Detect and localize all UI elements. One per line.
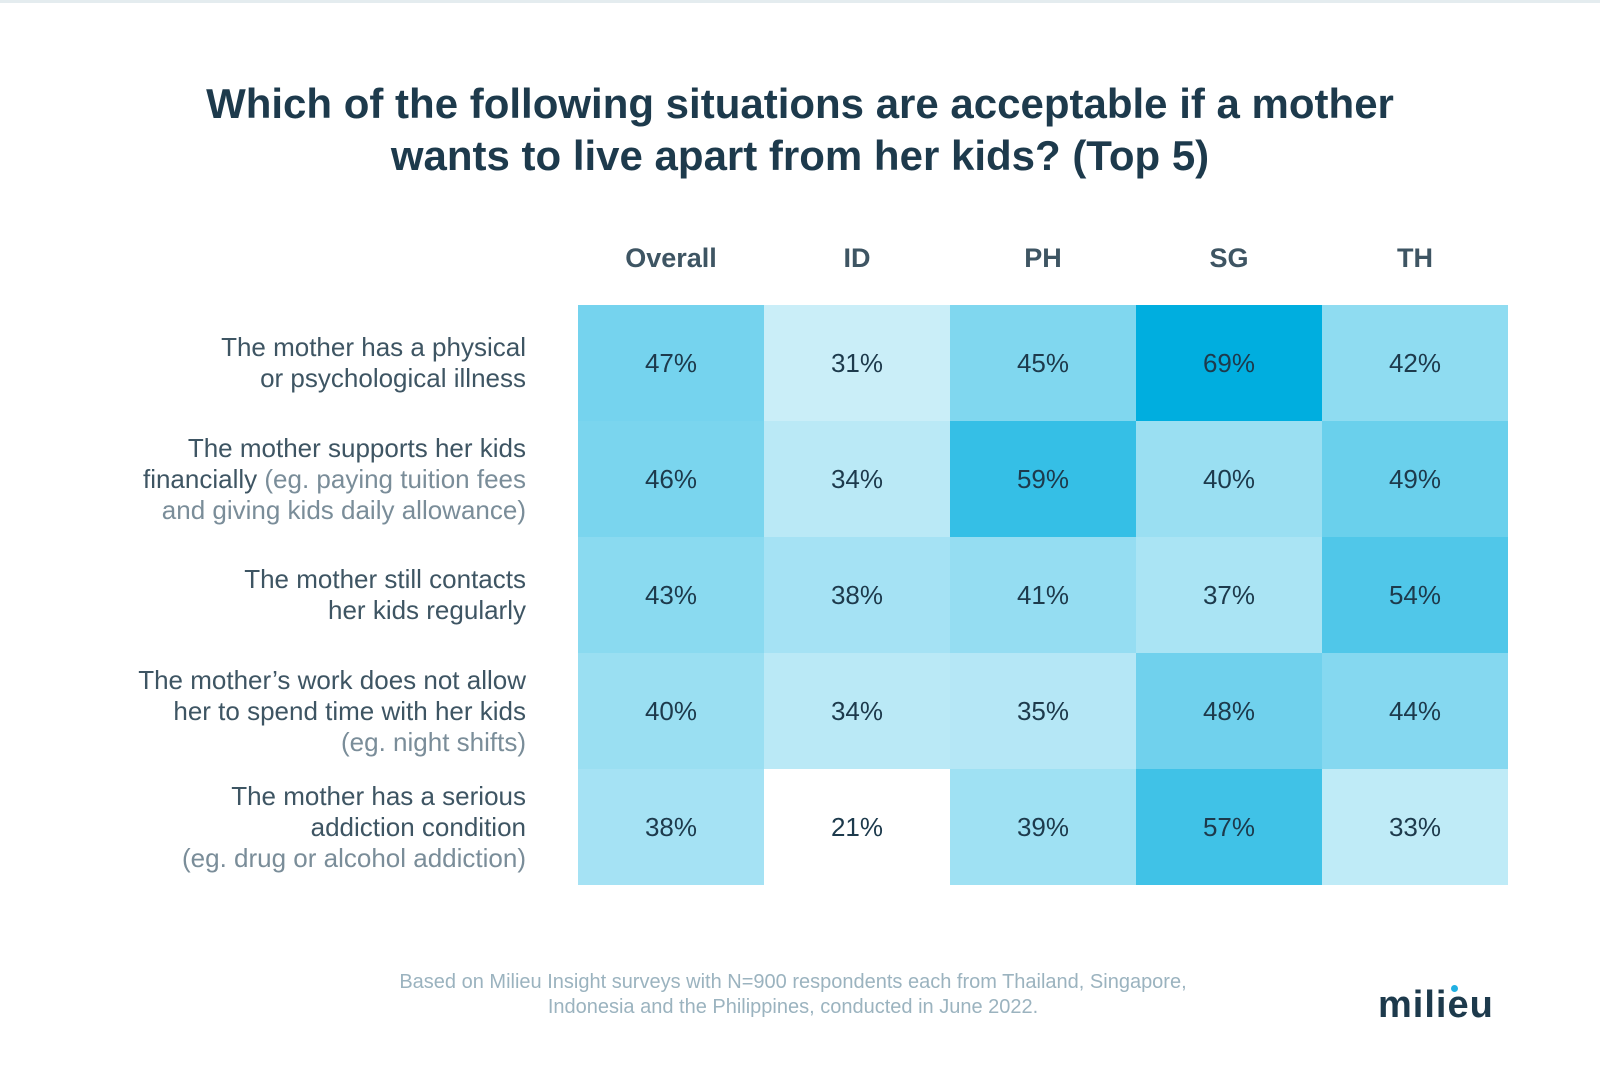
column-header-sg: SG: [1209, 243, 1249, 273]
column-header-ph: PH: [1024, 243, 1062, 273]
heatmap-cell-overall-row-1: 47%: [578, 305, 764, 421]
column-header-overall: Overall: [625, 243, 717, 273]
chart-title-line-1: Which of the following situations are ac…: [206, 80, 1394, 127]
row-label-sub-line: and giving kids daily allowance): [161, 494, 526, 525]
heatmap-cell-ph-row-4: 35%: [950, 653, 1136, 769]
heatmap-cell-overall-row-2: 46%: [578, 421, 764, 537]
row-label-main-line: or psychological illness: [260, 363, 526, 393]
heatmap-cell-sg-row-3: 37%: [1136, 537, 1322, 653]
heatmap-cell-overall-row-4: 40%: [578, 653, 764, 769]
row-label-sub-fragment: (eg. paying tuition fees: [264, 463, 526, 494]
heatmap-cell-th-row-4: 44%: [1322, 653, 1508, 769]
column-header-id: ID: [843, 243, 871, 273]
heatmap-cell-ph-row-5: 39%: [950, 769, 1136, 885]
heatmap-cell-id-row-5: 21%: [764, 769, 950, 885]
heatmap-cell-sg-row-5: 57%: [1136, 769, 1322, 885]
heatmap-cell-overall-row-3: 43%: [578, 537, 764, 653]
row-label-3: The mother still contacts her kids regula…: [60, 537, 526, 653]
footnote-line-1: Based on Milieu Insight surveys with N=9…: [399, 971, 1187, 993]
heatmap-cell-th-row-1: 42%: [1322, 305, 1508, 421]
heatmap-cell-ph-row-2: 59%: [950, 421, 1136, 537]
row-label-main-fragment: financially: [142, 463, 258, 494]
row-label-main-line: The mother supports her kids: [187, 432, 526, 463]
logo-dot-icon: [1451, 985, 1458, 992]
row-label-main-line: The mother still contacts: [244, 564, 526, 594]
row-label-5: The mother has a serious addiction condit…: [60, 769, 526, 885]
top-rule: [0, 0, 1600, 3]
heatmap-cell-th-row-5: 33%: [1322, 769, 1508, 885]
footnote: Based on Milieu Insight surveys with N=9…: [300, 970, 1286, 1020]
heatmap-cell-th-row-3: 54%: [1322, 537, 1508, 653]
row-label-main-line: The mother has a serious: [231, 780, 526, 811]
heatmap-cell-sg-row-2: 40%: [1136, 421, 1322, 537]
row-label-4: The mother’s work does not allow her to s…: [60, 653, 526, 769]
row-label-main-line: her kids regularly: [328, 595, 526, 625]
row-label-2: The mother supports her kids financially …: [60, 421, 526, 537]
row-label-mixed-line: financially (eg. paying tuition fees: [143, 464, 526, 495]
row-label-sub-line: (eg. night shifts): [341, 726, 526, 757]
row-label-main-line: The mother has a physical: [221, 332, 526, 362]
row-label-main-line: The mother’s work does not allow: [138, 664, 526, 695]
heatmap-cell-id-row-2: 34%: [764, 421, 950, 537]
row-label-main-line: her to spend time with her kids: [173, 695, 526, 726]
chart-title-line-2: wants to live apart from her kids? (Top …: [390, 132, 1210, 179]
heatmap-cell-overall-row-5: 38%: [578, 769, 764, 885]
column-header-th: TH: [1397, 243, 1433, 273]
footnote-line-2: Indonesia and the Philippines, conducted…: [547, 996, 1039, 1018]
heatmap-cell-ph-row-3: 41%: [950, 537, 1136, 653]
milieu-logo: milieu: [1378, 984, 1494, 1026]
row-label-sub-line: (eg. drug or alcohol addiction): [182, 842, 526, 873]
heatmap-cell-ph-row-1: 45%: [950, 305, 1136, 421]
heatmap-cell-id-row-4: 34%: [764, 653, 950, 769]
heatmap-cell-id-row-3: 38%: [764, 537, 950, 653]
chart-title: Which of the following situations are ac…: [0, 78, 1600, 182]
heatmap-cell-sg-row-4: 48%: [1136, 653, 1322, 769]
row-label-main-line: addiction condition: [310, 811, 526, 842]
heatmap-cell-sg-row-1: 69%: [1136, 305, 1322, 421]
row-label-1: The mother has a physical or psychologica…: [60, 305, 526, 421]
heatmap-cell-th-row-2: 49%: [1322, 421, 1508, 537]
heatmap-cell-id-row-1: 31%: [764, 305, 950, 421]
